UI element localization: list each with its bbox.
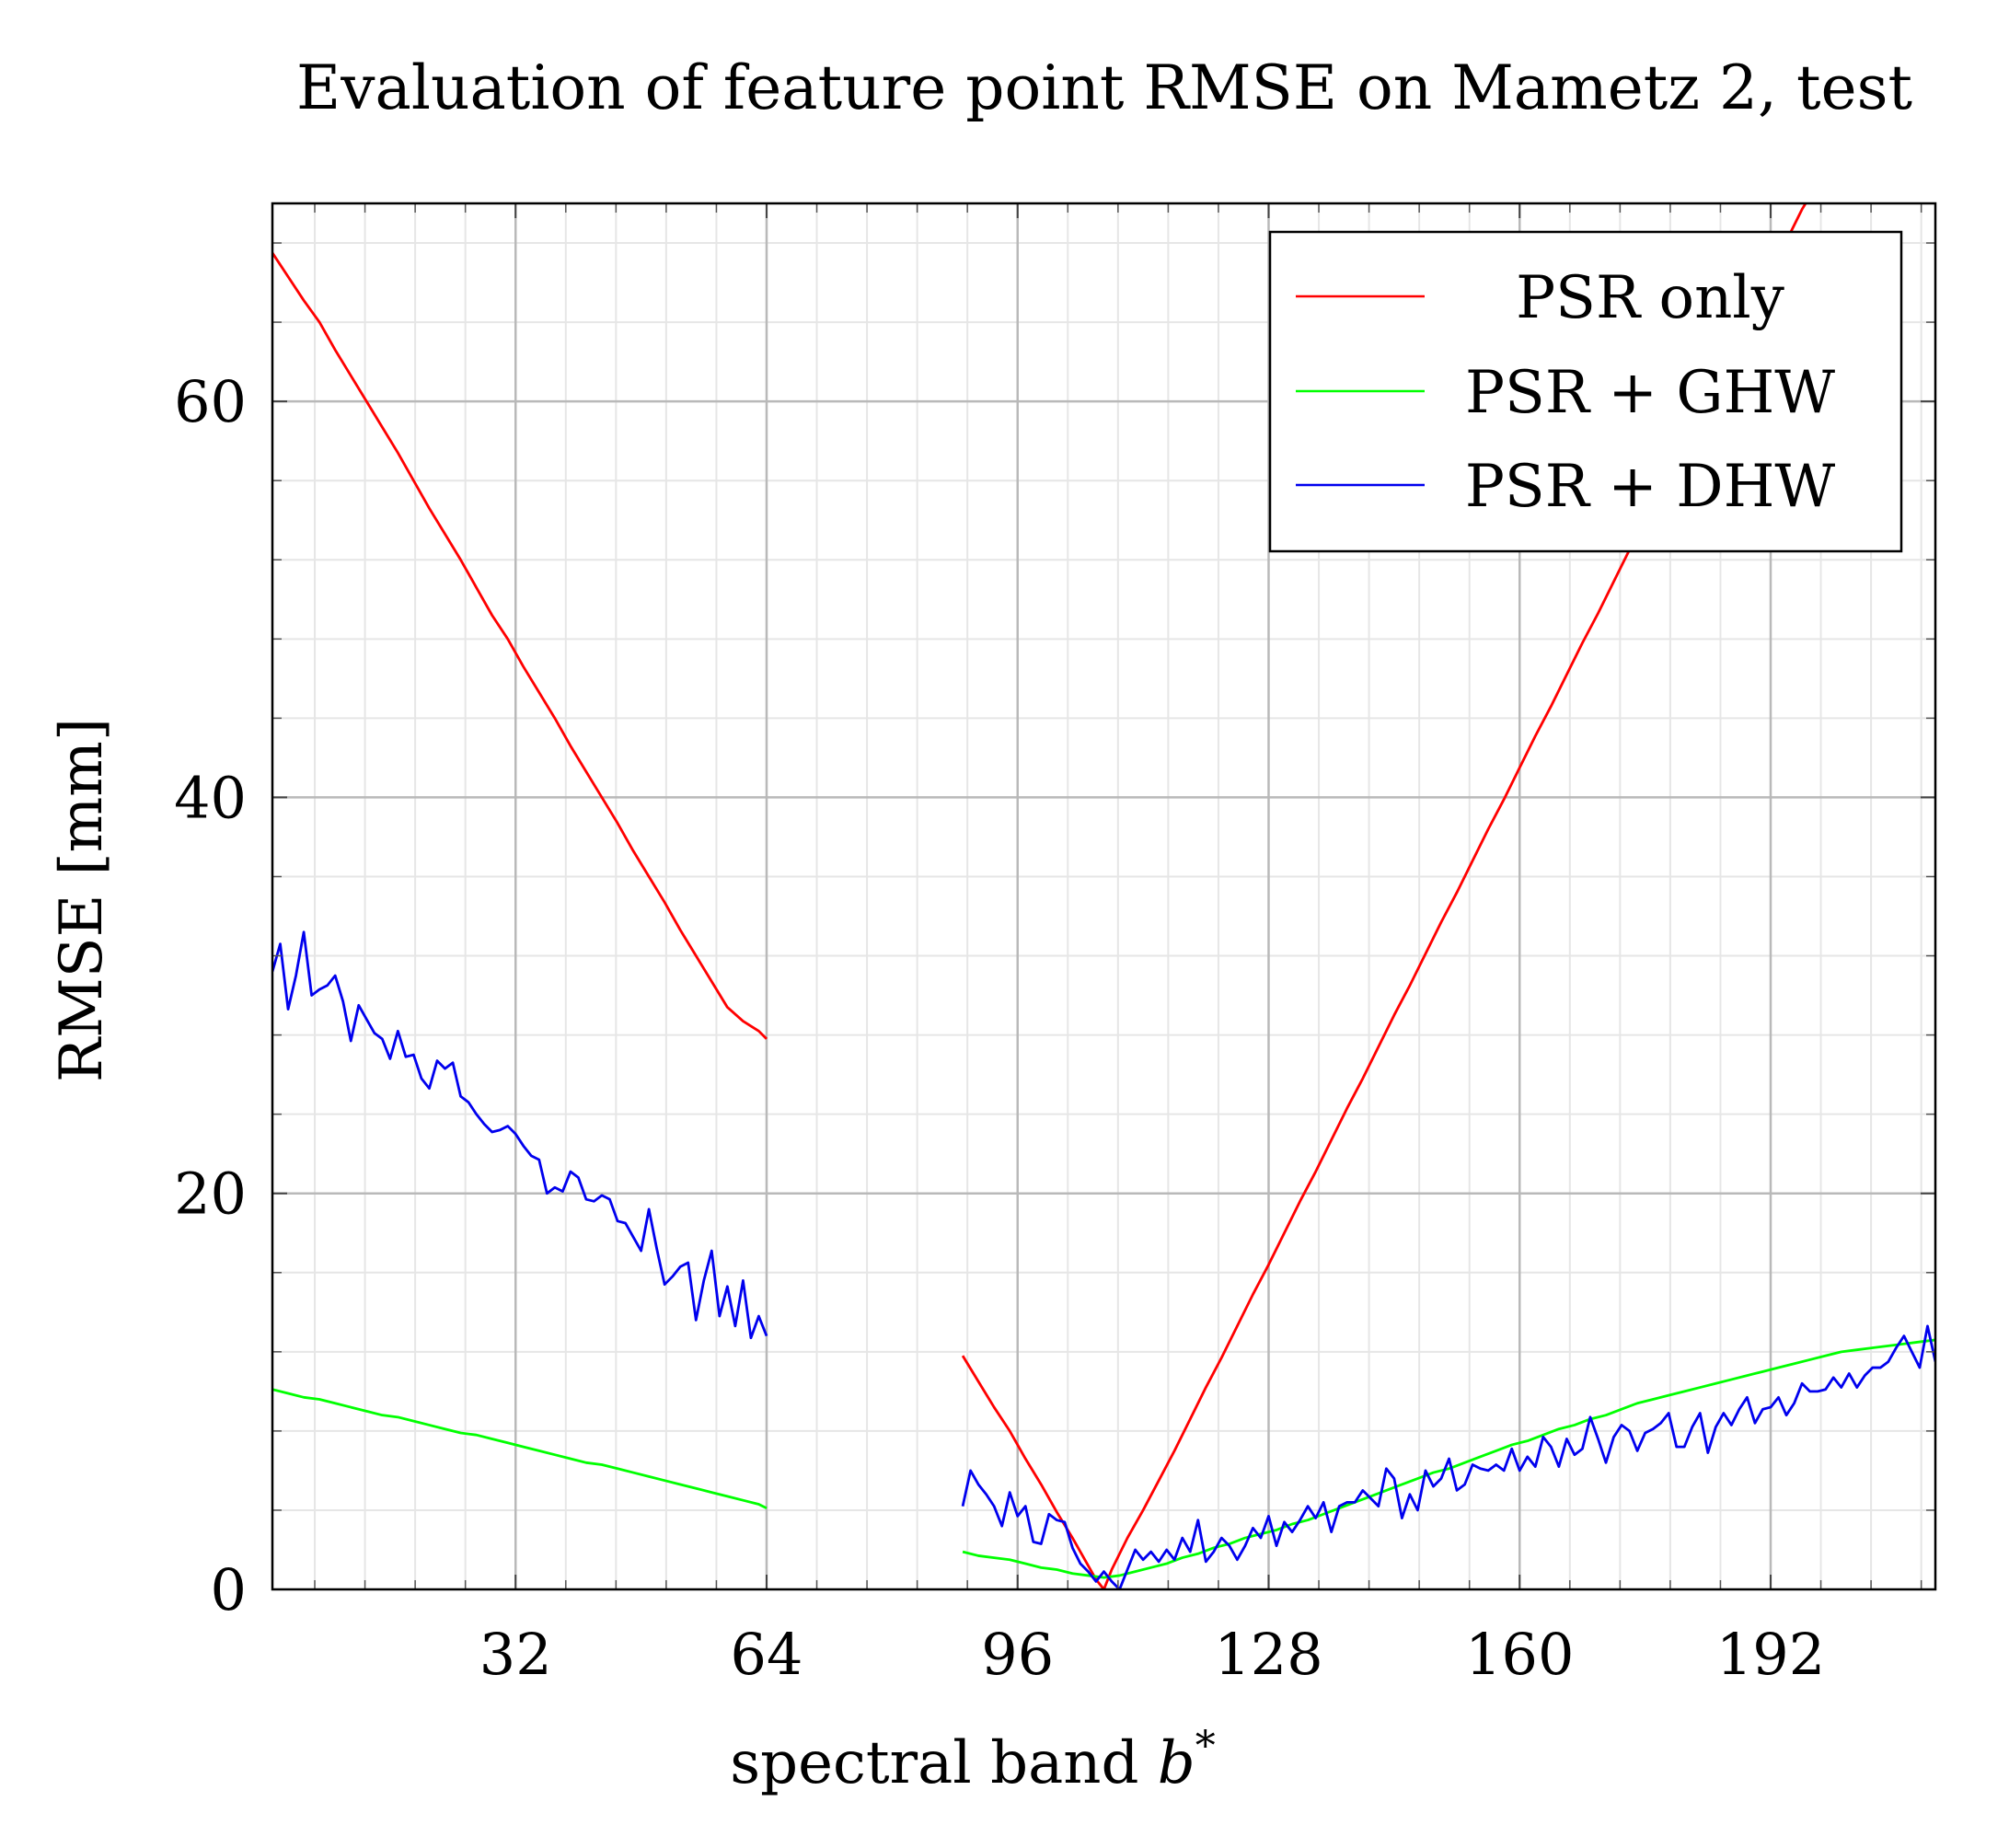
x-tick-label: 96 xyxy=(981,1621,1054,1688)
series-line-psr-dhw-segment-1 xyxy=(272,930,768,1340)
ticks-layer: 32 64 96 128 160 192 0 20 40 60 xyxy=(174,203,1935,1688)
x-tick-label: 160 xyxy=(1465,1621,1574,1688)
y-tick-label: 0 xyxy=(211,1556,247,1623)
legend-label-psr-ghw: PSR + GHW xyxy=(1465,359,1835,427)
series-line-psr-dhw-segment-2 xyxy=(961,1324,1935,1589)
y-tick-label: 20 xyxy=(174,1161,247,1228)
series-line-psr-only-segment-1 xyxy=(272,252,768,1040)
y-axis-label: RMSE [mm] xyxy=(48,718,116,1082)
x-tick-label: 128 xyxy=(1214,1621,1322,1688)
x-tick-label: 192 xyxy=(1716,1621,1825,1688)
plot-frame xyxy=(271,202,1937,1591)
x-axis-label: spectral band b* xyxy=(730,1723,1215,1798)
legend-label-psr-dhw: PSR + DHW xyxy=(1465,453,1836,521)
y-tick-label: 60 xyxy=(174,368,247,435)
series-line-psr-ghw-segment-1 xyxy=(272,1388,768,1510)
x-axis-label-superscript: * xyxy=(1195,1723,1216,1770)
legend: PSR only PSR + GHW PSR + DHW xyxy=(1268,230,1903,553)
y-tick-label: 40 xyxy=(174,764,247,831)
x-tick-label: 64 xyxy=(731,1621,803,1688)
legend-label-psr-only: PSR only xyxy=(1516,264,1784,332)
x-tick-label: 32 xyxy=(479,1621,552,1688)
x-axis-label-variable: b xyxy=(1158,1729,1195,1797)
chart-title: Evaluation of feature point RMSE on Mame… xyxy=(296,52,1912,123)
x-axis-label-main: spectral band xyxy=(730,1729,1157,1797)
